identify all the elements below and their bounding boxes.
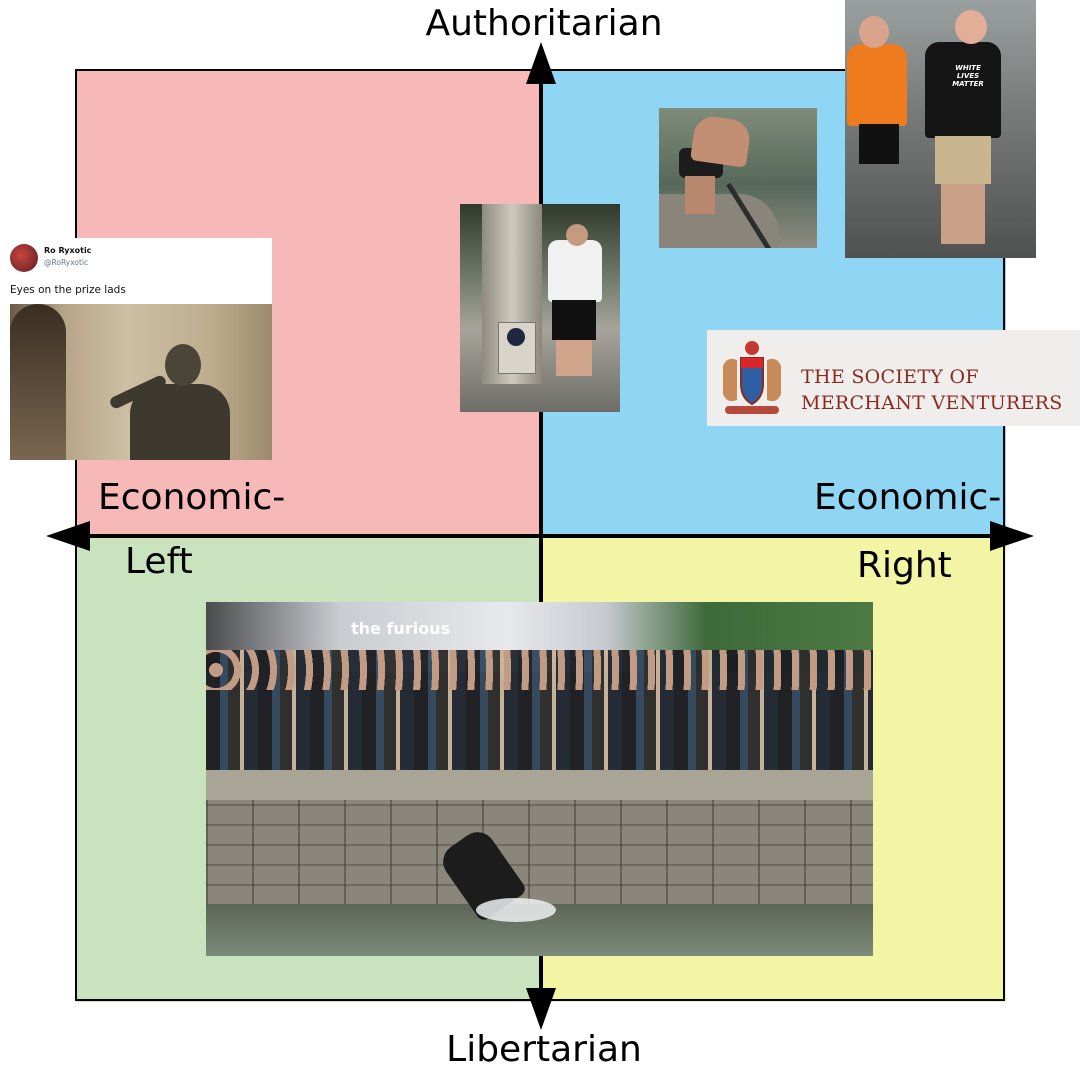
axis-label-libertarian: Libertarian [446,1029,642,1070]
axis-label-authoritarian: Authoritarian [425,3,663,44]
axis-label-economic-right-2: Right [857,545,952,586]
society-name-line1: THE SOCIETY OF [801,366,979,388]
statue-toppling-photo: the furious [206,602,873,956]
protest-men-photo: WHITE LIVES MATTER [845,0,1036,258]
tshirt-slogan: WHITE LIVES MATTER [952,64,984,88]
arrow-up-icon [526,42,556,84]
harbour-photo [659,108,817,248]
tweet-author-handle: @RoRyxotic [44,258,89,267]
tweet-author-name: Ro Ryxotic [44,246,92,255]
society-logo: THE SOCIETY OF MERCHANT VENTURERS [707,330,1080,426]
memorial-photo [460,204,620,412]
society-name-line2: MERCHANT VENTURERS [801,392,1063,414]
axis-label-economic-left-1: Economic- [98,477,286,518]
arrow-right-icon [990,521,1034,551]
tweet-card: Ro Ryxotic @RoRyxotic Eyes on the prize … [0,238,272,460]
arrow-down-icon [526,988,556,1030]
axis-label-economic-left-2: Left [125,541,193,582]
coat-of-arms-icon [723,341,781,414]
axis-label-economic-right-1: Economic- [814,477,1002,518]
arrow-left-icon [46,521,90,551]
thatcher-statue-photo [10,304,272,460]
storefront-sign: the furious [351,619,451,638]
avatar [10,244,38,272]
tweet-text: Eyes on the prize lads [10,284,126,296]
